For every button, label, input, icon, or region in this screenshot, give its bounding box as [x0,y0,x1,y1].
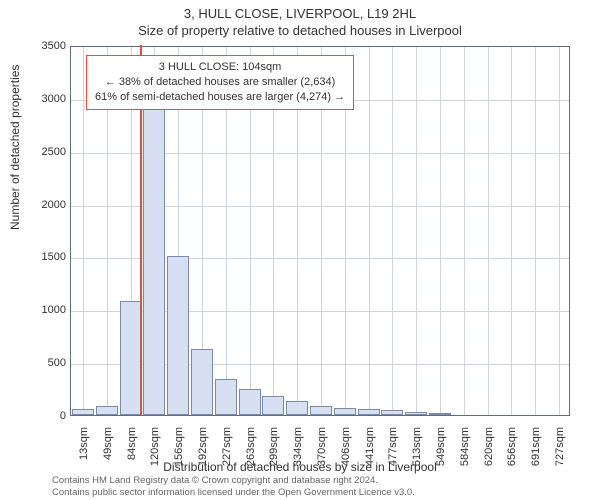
gridline-vertical [488,47,489,415]
gridline-vertical [440,47,441,415]
xtick-label: 727sqm [554,427,566,477]
xtick-label: 156sqm [173,427,185,477]
xtick-label: 656sqm [506,427,518,477]
ytick-label: 500 [26,357,66,369]
gridline-vertical [464,47,465,415]
xtick-label: 227sqm [221,427,233,477]
histogram-bar [429,413,451,415]
gridline-vertical [559,47,560,415]
gridline-vertical [392,47,393,415]
gridline-vertical [535,47,536,415]
xtick-label: 84sqm [126,427,138,477]
histogram-bar [96,406,118,416]
xtick-label: 549sqm [435,427,447,477]
xtick-label: 691sqm [530,427,542,477]
annotation-line: 61% of semi-detached houses are larger (… [95,90,345,105]
histogram-bar [310,406,332,416]
ytick-label: 1500 [26,251,66,263]
ytick-label: 1000 [26,304,66,316]
xtick-label: 49sqm [102,427,114,477]
histogram-bar [167,256,189,415]
title-sub: Size of property relative to detached ho… [0,21,600,38]
annotation-line: 3 HULL CLOSE: 104sqm [95,60,345,75]
gridline-vertical [416,47,417,415]
ytick-label: 2500 [26,146,66,158]
annotation-box: 3 HULL CLOSE: 104sqm← 38% of detached ho… [86,55,354,110]
ytick-label: 3000 [26,93,66,105]
xtick-label: 406sqm [340,427,352,477]
xtick-label: 477sqm [387,427,399,477]
histogram-bar [262,396,284,415]
histogram-bar [358,409,380,415]
xtick-label: 441sqm [364,427,376,477]
ytick-label: 0 [26,410,66,422]
histogram-bar [72,409,94,415]
ytick-label: 2000 [26,199,66,211]
footer-line-2: Contains public sector information licen… [52,487,415,498]
ytick-label: 3500 [26,40,66,52]
gridline-vertical [369,47,370,415]
histogram-bar [120,301,142,415]
histogram-bar [191,349,213,415]
annotation-line: ← 38% of detached houses are smaller (2,… [95,75,345,90]
xtick-label: 334sqm [292,427,304,477]
histogram-bar [286,401,308,415]
xtick-label: 192sqm [197,427,209,477]
gridline-vertical [83,47,84,415]
histogram-bar [215,379,237,415]
histogram-bar [405,412,427,415]
xtick-label: 370sqm [316,427,328,477]
xtick-label: 584sqm [459,427,471,477]
footer-attribution: Contains HM Land Registry data © Crown c… [52,475,415,498]
title-main: 3, HULL CLOSE, LIVERPOOL, L19 2HL [0,0,600,21]
histogram-bar [239,389,261,415]
xtick-label: 620sqm [483,427,495,477]
xtick-label: 120sqm [149,427,161,477]
gridline-vertical [511,47,512,415]
xtick-label: 13sqm [78,427,90,477]
histogram-bar [381,410,403,415]
xtick-label: 263sqm [245,427,257,477]
histogram-bar [334,408,356,415]
xtick-label: 513sqm [411,427,423,477]
histogram-bar [143,82,165,415]
xtick-label: 299sqm [268,427,280,477]
y-axis-label: Number of detached properties [8,65,22,230]
